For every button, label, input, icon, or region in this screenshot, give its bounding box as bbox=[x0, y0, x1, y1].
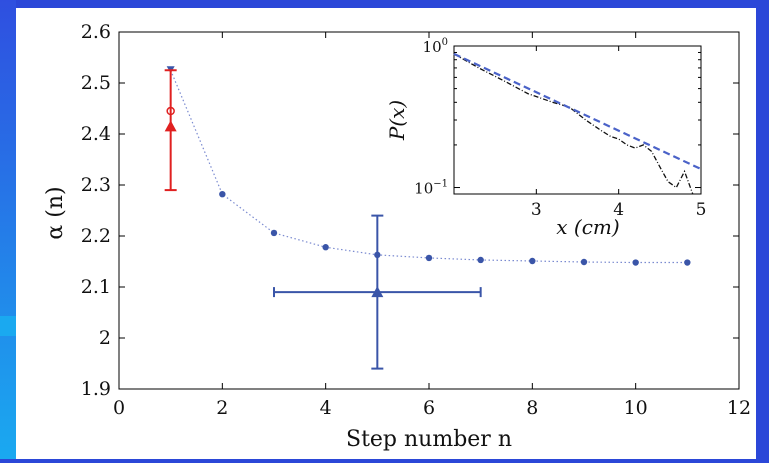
y-tick-label: 2.3 bbox=[81, 174, 111, 196]
inset-y-tick-exponent: 0 bbox=[442, 37, 448, 48]
inset-data-line bbox=[453, 53, 694, 195]
x-tick-label: 0 bbox=[113, 397, 125, 419]
x-tick-label: 2 bbox=[216, 397, 228, 419]
inset-x-tick-label: 3 bbox=[531, 200, 542, 220]
alpha-point-marker bbox=[425, 254, 433, 262]
x-tick-label: 8 bbox=[526, 397, 538, 419]
main-chart: 0 2 4 6 8 10 12 1.9 2 2.1 2.2 2.3 2.4 2.5 2.6 α (n) St… bbox=[43, 21, 751, 452]
inset-fit-line bbox=[453, 52, 702, 171]
y-tick-label: 2.1 bbox=[81, 276, 111, 298]
inset-y-tick-label: 10−1 bbox=[414, 179, 448, 198]
alpha-point-marker bbox=[219, 190, 226, 198]
blue-triangle-marker bbox=[371, 286, 384, 298]
y-tick-label: 2.6 bbox=[81, 21, 111, 43]
background-stripe bbox=[0, 0, 16, 459]
inset-y-axis-label: P(x) bbox=[385, 100, 409, 141]
chart-panel: 0 2 4 6 8 10 12 1.9 2 2.1 2.2 2.3 2.4 2.5 2.6 α (n) St… bbox=[16, 8, 756, 459]
x-axis-label: Step number n bbox=[346, 427, 512, 452]
y-tick-label: 2.5 bbox=[81, 72, 111, 94]
inset-y-tick-label: 100 bbox=[423, 37, 448, 56]
y-axis-label: α (n) bbox=[43, 186, 68, 239]
y-tick-label: 1.9 bbox=[81, 378, 111, 400]
y-tick-label: 2 bbox=[99, 327, 111, 349]
alpha-point-marker bbox=[270, 229, 278, 237]
alpha-point-marker bbox=[529, 257, 536, 265]
y-tick-label: 2.2 bbox=[81, 225, 111, 247]
inset-x-tick-label: 5 bbox=[696, 200, 707, 220]
x-tick-label: 4 bbox=[320, 397, 332, 419]
alpha-point-marker bbox=[322, 244, 329, 251]
y-axis-label-text: α (n) bbox=[43, 186, 68, 239]
inset-y-tick-exponent: −1 bbox=[433, 179, 448, 190]
y-tick-label: 2.4 bbox=[81, 123, 111, 145]
x-tick-label: 6 bbox=[423, 397, 435, 419]
x-tick-label: 12 bbox=[727, 397, 751, 419]
x-tick-label: 10 bbox=[624, 397, 648, 419]
red-open-circle-marker bbox=[166, 106, 175, 116]
alpha-point-marker bbox=[580, 258, 588, 266]
red-triangle-marker bbox=[164, 120, 177, 132]
inset-x-tick-label: 4 bbox=[613, 200, 624, 220]
x-axis-label-text: Step number n bbox=[346, 427, 512, 452]
alpha-point-marker bbox=[684, 259, 691, 266]
alpha-point-marker bbox=[632, 259, 639, 266]
alpha-point-marker bbox=[477, 256, 484, 264]
inset-background bbox=[454, 46, 701, 194]
inset-x-axis-label: x (cm) bbox=[556, 215, 619, 239]
